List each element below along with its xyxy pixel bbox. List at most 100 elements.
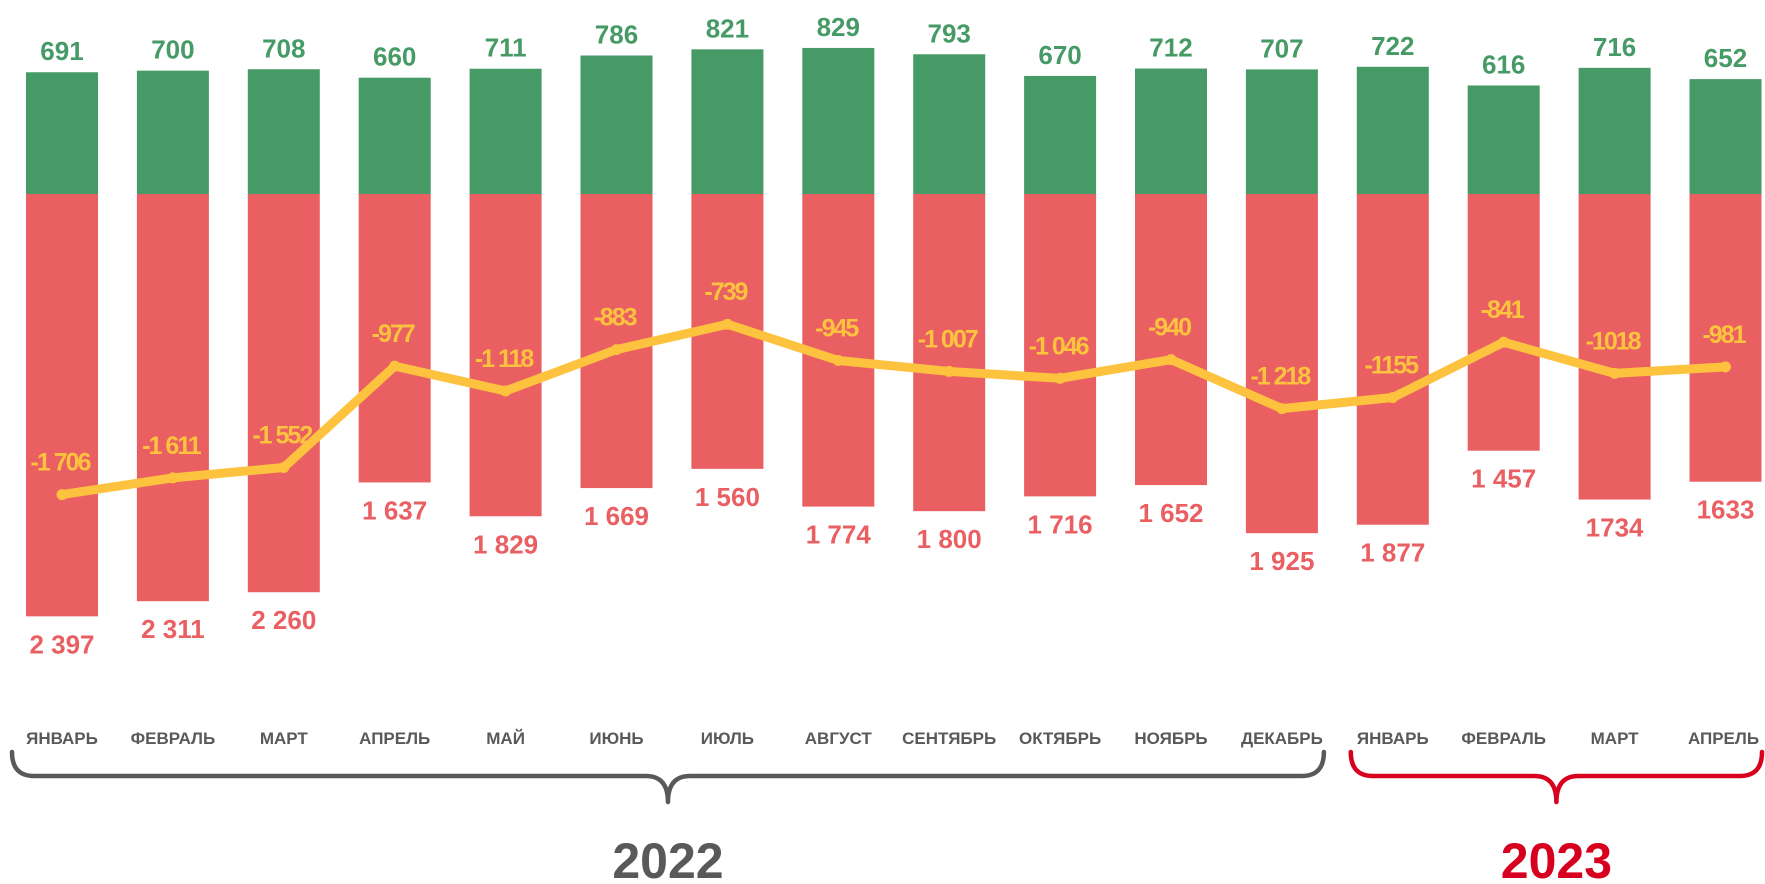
balance-point — [943, 365, 955, 377]
negative-value-label: 1 652 — [1138, 498, 1203, 528]
balance-value-label: -883 — [593, 304, 636, 332]
positive-value-label: 708 — [262, 33, 305, 63]
positive-value-label: 786 — [595, 20, 638, 50]
positive-value-label: 616 — [1482, 49, 1525, 79]
balance-point — [611, 344, 622, 356]
month-tick-label: АПРЕЛЬ — [359, 729, 430, 748]
month-tick-label: ФЕВРАЛЬ — [131, 729, 216, 748]
negative-value-label: 1 925 — [1249, 546, 1314, 576]
negative-value-label: 2 397 — [29, 629, 94, 659]
negative-bar — [358, 194, 431, 483]
year-brace — [9, 749, 1327, 805]
positive-bar — [1135, 68, 1207, 194]
balance-value-label: -1018 — [1586, 327, 1642, 355]
balance-value-label: -1 118 — [475, 345, 535, 373]
positive-value-label: 707 — [1260, 33, 1303, 63]
balance-point — [1720, 361, 1731, 373]
month-tick-label: МАРТ — [260, 729, 309, 748]
balance-line-layer — [56, 318, 1731, 501]
month-tick-label: СЕНТЯБРЬ — [902, 729, 996, 748]
positive-bar — [1245, 69, 1318, 194]
balance-point — [1387, 392, 1399, 404]
negative-value-label: 1 560 — [695, 482, 760, 512]
positive-bars — [26, 47, 1762, 195]
month-tick-label: ЯНВАРЬ — [26, 729, 98, 748]
positive-bar — [1356, 66, 1429, 194]
balance-value-label: -1155 — [1365, 352, 1420, 380]
balance-point — [1498, 336, 1510, 348]
positive-value-label: 793 — [928, 18, 971, 48]
month-tick-label: НОЯБРЬ — [1134, 729, 1207, 748]
negative-bar — [136, 194, 209, 602]
balance-value-label: -977 — [372, 320, 415, 348]
negative-bar — [1135, 194, 1207, 486]
year-label: 2022 — [612, 833, 723, 884]
negative-value-label: 2 260 — [251, 605, 316, 635]
negative-bar — [1689, 194, 1762, 482]
negative-value-label: 1 669 — [584, 501, 649, 531]
positive-bar — [691, 49, 764, 195]
month-tick-label: МАРТ — [1591, 729, 1640, 748]
positive-value-label: 652 — [1704, 43, 1747, 73]
negative-bar — [26, 194, 98, 617]
negative-bar — [247, 194, 320, 593]
negative-bar — [1578, 194, 1651, 500]
balance-point — [1165, 354, 1177, 366]
positive-value-label: 660 — [373, 42, 416, 72]
negative-value-label: 1 637 — [362, 495, 427, 525]
year-groups: 2022 2023 — [9, 749, 1765, 884]
month-tick-label: АВГУСТ — [805, 729, 873, 748]
month-tick-label: ИЮНЬ — [589, 729, 643, 748]
negative-value-label: 2 311 — [141, 614, 205, 644]
balance-point — [167, 472, 179, 484]
negative-value-label: 1734 — [1586, 513, 1644, 543]
month-tick-label: ДЕКАБРЬ — [1241, 729, 1323, 748]
month-tick-label: МАЙ — [486, 729, 525, 748]
positive-value-label: 821 — [706, 13, 749, 43]
positive-bar — [1467, 85, 1540, 194]
balance-value-label: -841 — [1481, 296, 1525, 324]
balance-point — [500, 385, 512, 397]
positive-bar — [358, 77, 431, 194]
balance-point — [832, 355, 844, 367]
year-brace — [1348, 749, 1765, 805]
positive-bar — [1024, 75, 1097, 194]
balance-point — [278, 461, 290, 473]
positive-bar — [1578, 67, 1651, 194]
negative-value-label: 1 877 — [1360, 538, 1425, 568]
month-tick-label: АПРЕЛЬ — [1688, 729, 1759, 748]
positive-bar — [802, 47, 875, 194]
year-label: 2023 — [1501, 833, 1612, 884]
balance-point — [1054, 372, 1066, 384]
balance-value-label: -1 218 — [1250, 363, 1311, 391]
balance-value-label: -1 007 — [918, 325, 978, 353]
positive-value-label: 712 — [1149, 33, 1192, 63]
positive-value-label: 670 — [1038, 40, 1081, 70]
balance-value-label: -1 706 — [31, 449, 91, 477]
positive-bar — [136, 70, 209, 194]
balance-point — [389, 360, 401, 372]
positive-value-label: 716 — [1593, 32, 1636, 62]
positive-value-label: 691 — [40, 36, 83, 66]
positive-bar — [26, 72, 98, 194]
negative-bar — [1467, 194, 1540, 451]
month-tick-label: ФЕВРАЛЬ — [1461, 729, 1546, 748]
positive-value-label: 722 — [1371, 31, 1414, 61]
balance-value-label: -1 552 — [252, 421, 312, 449]
month-tick-label: ИЮЛЬ — [701, 729, 754, 748]
positive-value-label: 711 — [485, 33, 527, 63]
negative-value-label: 1 457 — [1471, 464, 1536, 494]
positive-value-label: 829 — [817, 12, 860, 42]
balance-point — [721, 318, 733, 330]
positive-value-label: 700 — [151, 35, 194, 65]
positive-bar — [1689, 79, 1762, 194]
negative-bar — [1356, 194, 1429, 525]
negative-value-label: 1 800 — [917, 524, 982, 554]
positive-bar — [913, 54, 986, 194]
negative-bar — [1024, 194, 1097, 497]
balance-line — [57, 319, 1730, 500]
negative-bars — [26, 194, 1762, 617]
negative-value-label: 1 716 — [1028, 509, 1093, 539]
negative-value-label: 1633 — [1697, 495, 1755, 525]
